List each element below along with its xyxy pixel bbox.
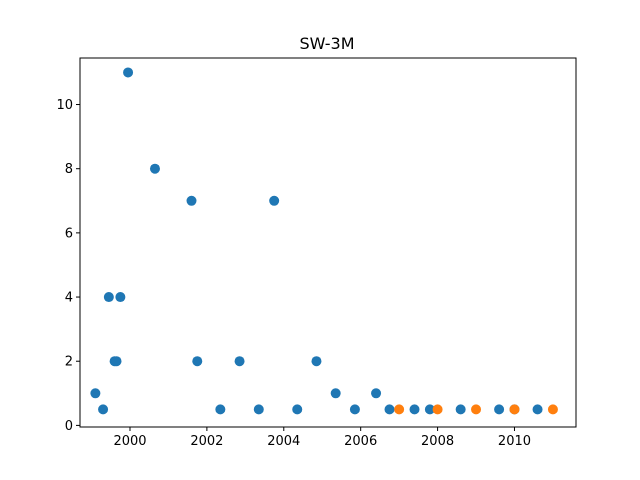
- y-tick-label: 0: [65, 419, 73, 434]
- data-point-series-1: [253, 404, 264, 415]
- data-point-series-1: [330, 388, 341, 399]
- plot-frame: [79, 57, 577, 428]
- chart-title: SW-3M: [299, 34, 354, 53]
- x-tick-label: 2004: [267, 434, 300, 449]
- y-tick-label: 8: [65, 162, 73, 177]
- x-tick-label: 2008: [421, 434, 454, 449]
- data-points: [90, 67, 558, 415]
- axis-ticks: 2000 2002 2004 2006 2008 2010 0 2 4 6 8 10: [56, 98, 531, 449]
- data-point-series-1: [532, 404, 543, 415]
- data-point-series-1: [98, 404, 109, 415]
- y-tick-label: 2: [65, 355, 73, 370]
- data-point-series-1: [115, 292, 126, 303]
- data-point-series-1: [455, 404, 466, 415]
- data-point-series-2: [471, 404, 482, 415]
- data-point-series-1: [215, 404, 226, 415]
- data-point-series-1: [192, 356, 203, 367]
- data-point-series-1: [494, 404, 505, 415]
- y-tick-label: 6: [65, 226, 73, 241]
- y-tick-label: 4: [65, 291, 73, 306]
- data-point-series-1: [292, 404, 303, 415]
- data-point-series-2: [509, 404, 520, 415]
- data-point-series-1: [311, 356, 322, 367]
- data-point-series-1: [234, 356, 245, 367]
- data-point-series-2: [432, 404, 443, 415]
- x-tick-label: 2002: [190, 434, 223, 449]
- data-point-series-1: [186, 195, 197, 206]
- x-tick-label: 2000: [113, 434, 146, 449]
- data-point-series-1: [269, 195, 280, 206]
- data-point-series-1: [149, 163, 160, 174]
- data-point-series-2: [394, 404, 405, 415]
- x-tick-label: 2006: [344, 434, 377, 449]
- data-point-series-1: [90, 388, 101, 399]
- data-point-series-1: [103, 292, 114, 303]
- data-point-series-1: [409, 404, 420, 415]
- data-point-series-1: [371, 388, 382, 399]
- data-point-series-1: [384, 404, 395, 415]
- data-point-series-2: [547, 404, 558, 415]
- data-point-series-1: [349, 404, 360, 415]
- data-point-series-1: [123, 67, 134, 78]
- x-tick-label: 2010: [498, 434, 531, 449]
- data-point-series-1: [424, 404, 435, 415]
- y-tick-label: 10: [56, 98, 73, 113]
- data-point-series-1: [111, 356, 122, 367]
